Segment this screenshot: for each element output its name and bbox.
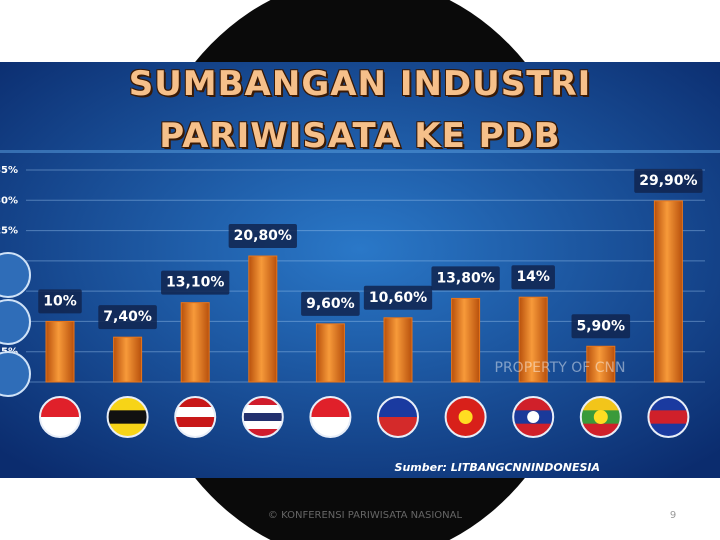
value-label: 9,60% <box>306 296 355 312</box>
flag-rim <box>444 396 487 438</box>
flag-star <box>593 410 608 424</box>
value-label-box <box>301 291 360 316</box>
flag-stripe <box>242 429 283 437</box>
flag <box>378 397 418 437</box>
flag-stripe <box>310 397 351 418</box>
divider <box>0 150 720 153</box>
toolbar-icon <box>0 252 31 298</box>
value-label: 20,80% <box>234 228 292 244</box>
bar <box>518 296 548 383</box>
source: Sumber: LITBANGCNNINDONESIA <box>395 461 600 474</box>
flag-stripe <box>175 397 216 408</box>
flag-stripe <box>242 397 283 406</box>
flag-star <box>458 410 473 424</box>
value-label: 10,60% <box>369 290 427 306</box>
flag-stripe <box>175 427 216 437</box>
flag-stripe <box>107 410 148 425</box>
value-label-box <box>431 266 500 291</box>
page-number: 9 <box>670 510 676 521</box>
flag <box>40 397 80 437</box>
flag-rim <box>174 396 217 438</box>
flag-stripe <box>242 413 283 422</box>
value-label-box <box>228 224 297 249</box>
value-label: 13,80% <box>436 270 494 286</box>
flag-rim <box>579 396 622 438</box>
flag-rim <box>39 396 81 438</box>
bar <box>451 297 481 383</box>
value-label-box <box>634 168 703 193</box>
flag-rim <box>377 396 419 438</box>
bar <box>248 255 278 383</box>
value-label: 13,10% <box>166 275 224 291</box>
toolbar-icon <box>0 351 31 397</box>
value-label-box <box>161 270 230 295</box>
value-label: 29,90% <box>639 173 697 189</box>
flag-disc <box>527 411 540 423</box>
flag <box>445 397 486 437</box>
bar <box>180 302 210 383</box>
y-tick-label: 30% <box>0 195 18 206</box>
value-label-box <box>38 289 82 314</box>
flag-stripe <box>648 410 689 425</box>
flag-stripe <box>378 417 418 437</box>
flag-stripe <box>40 397 80 418</box>
flag-stripe <box>175 407 216 418</box>
footer-text: © KONFERENSI PARIWISATA NASIONAL <box>268 510 463 521</box>
value-label: 14% <box>516 269 550 285</box>
value-label-box <box>363 285 433 310</box>
value-label-box <box>511 265 555 290</box>
flag-stripe <box>40 417 80 437</box>
y-tick-label: 35% <box>0 165 18 176</box>
flag-rim <box>647 396 690 438</box>
value-label: 5,90% <box>577 318 626 334</box>
value-label: 10% <box>43 293 77 309</box>
bar <box>113 336 143 383</box>
value-label-box <box>98 305 157 330</box>
flag-stripe <box>378 397 418 418</box>
flag-rim <box>241 396 284 438</box>
bar <box>383 317 413 383</box>
bar <box>653 200 683 383</box>
bar <box>586 345 616 383</box>
value-label-box <box>571 314 631 339</box>
flag-rim <box>106 396 149 438</box>
flag-stripe <box>242 405 283 414</box>
flag <box>242 397 283 437</box>
bar <box>45 320 75 383</box>
toolbar-icon <box>0 299 31 345</box>
flag-stripe <box>175 417 216 428</box>
flag <box>310 397 351 437</box>
y-tick-label: 25% <box>0 226 18 237</box>
flag-rim <box>309 396 352 438</box>
value-label: 7,40% <box>103 309 152 325</box>
flag-stripe <box>310 417 351 437</box>
flag-rim <box>512 396 555 438</box>
watermark: PROPERTY OF CNN <box>495 360 626 376</box>
flag-stripe <box>242 421 283 430</box>
chart-title: SUMBANGAN INDUSTRI PARIWISATA KE PDB <box>128 64 592 156</box>
bar <box>315 323 345 383</box>
flag <box>175 397 216 437</box>
